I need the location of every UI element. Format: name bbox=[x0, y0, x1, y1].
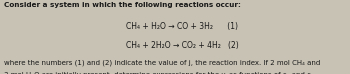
Text: CH₄ + H₂O → CO + 3H₂      (1): CH₄ + H₂O → CO + 3H₂ (1) bbox=[126, 22, 238, 31]
Text: CH₄ + 2H₂O → CO₂ + 4H₂   (2): CH₄ + 2H₂O → CO₂ + 4H₂ (2) bbox=[126, 41, 238, 50]
Text: where the numbers (1) and (2) indicate the value of j, the reaction index. If 2 : where the numbers (1) and (2) indicate t… bbox=[4, 59, 321, 66]
Text: Consider a system in which the following reactions occur:: Consider a system in which the following… bbox=[4, 2, 241, 8]
Text: 3 mol H₂O are initially present, determine expressions for the yᵢ as functions o: 3 mol H₂O are initially present, determi… bbox=[4, 72, 316, 74]
